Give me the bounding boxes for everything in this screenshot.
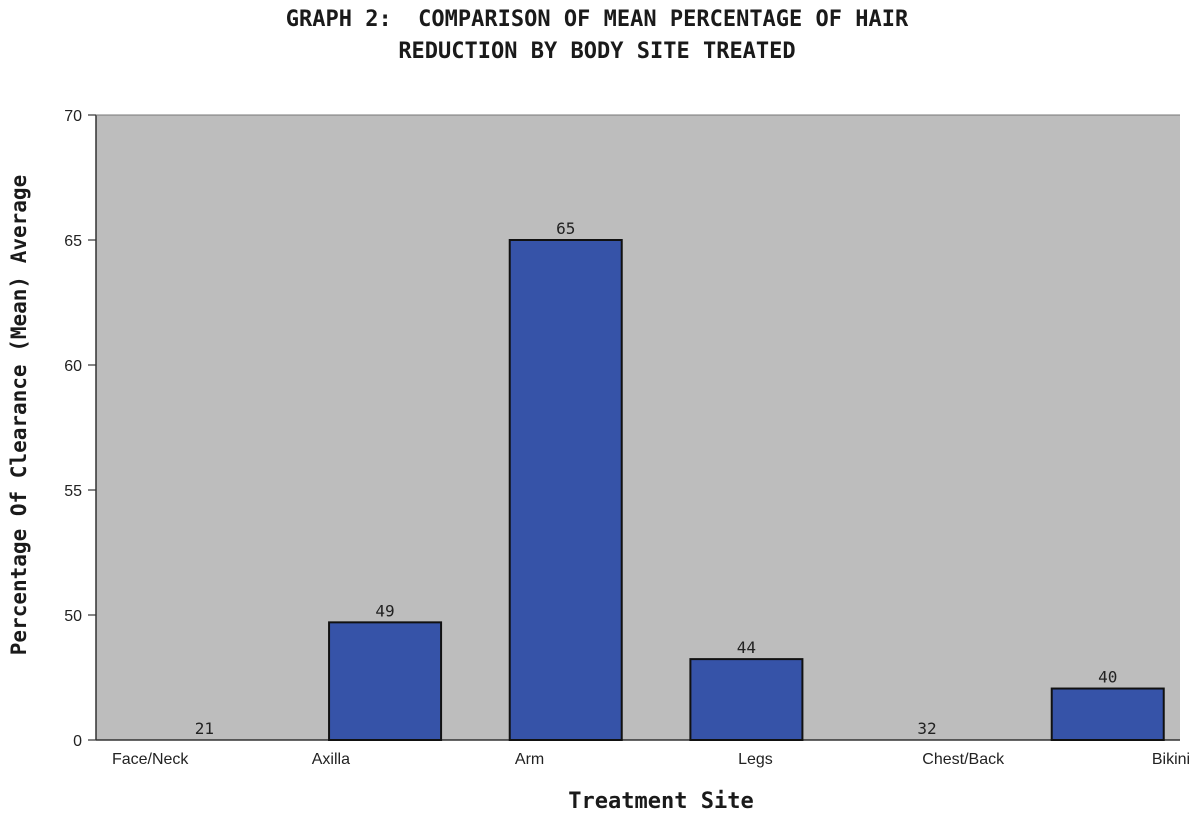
y-tick-label: 60 [64, 358, 82, 375]
y-tick-label: 55 [64, 483, 82, 500]
bar-legs [689, 658, 804, 742]
bar-axilla [328, 621, 443, 742]
data-label: 40 [1098, 668, 1117, 687]
data-label: 65 [556, 219, 575, 238]
x-tick-label: Chest/Back [922, 751, 1005, 768]
bar-bikini [1050, 687, 1165, 742]
bar-arm [508, 239, 623, 741]
chart-title-line-1: GRAPH 2: COMPARISON OF MEAN PERCENTAGE O… [286, 7, 909, 32]
data-label: 21 [195, 719, 214, 738]
x-tick-label: Arm [515, 751, 544, 768]
bars: 21 49 65 44 32 40 [195, 219, 1165, 742]
y-tick-label: 65 [64, 233, 82, 250]
y-tick-label: 50 [64, 608, 82, 625]
y-tick-label: 70 [64, 108, 82, 125]
x-axis-label: Treatment Site [568, 789, 753, 814]
plot-area [96, 115, 1180, 740]
y-axis-label: Percentage Of Clearance (Mean) Average [7, 175, 31, 655]
x-tick-label: Axilla [312, 751, 350, 768]
data-label: 44 [737, 638, 756, 657]
x-tick-label: Bikini [1152, 751, 1190, 768]
y-tick-label: 0 [73, 733, 82, 750]
data-label: 49 [375, 601, 394, 620]
chart-title-line-2: REDUCTION BY BODY SITE TREATED [398, 39, 795, 64]
x-tick-label: Face/Neck [112, 751, 189, 768]
data-label: 32 [917, 719, 936, 738]
x-tick-label: Legs [738, 751, 773, 768]
tick-labels: 0 50 55 60 65 70 Face/Neck Axilla Arm Legs Chest/B… [64, 108, 1190, 768]
axes [88, 114, 1180, 741]
